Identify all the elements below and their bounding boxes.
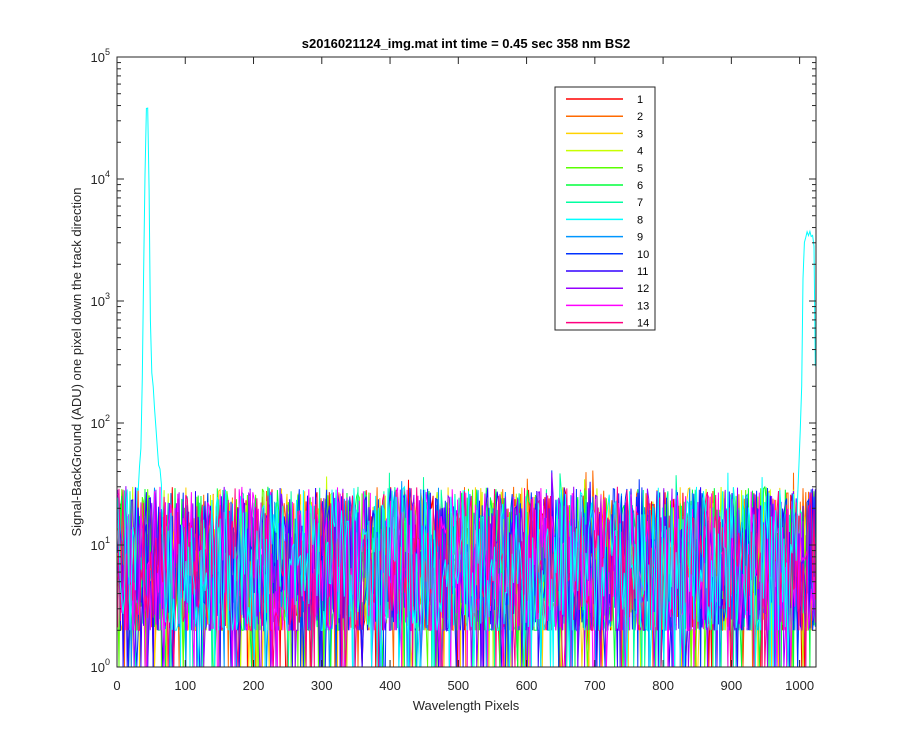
x-tick-label: 700 (584, 678, 606, 693)
legend-label-1: 1 (637, 94, 643, 106)
legend-label-5: 5 (637, 163, 643, 175)
y-tick-label: 105 (91, 47, 110, 65)
chart-title: s2016021124_img.mat int time = 0.45 sec … (302, 36, 630, 51)
x-tick-label: 1000 (785, 678, 814, 693)
legend-box (554, 86, 656, 331)
y-tick-label: 102 (91, 413, 110, 431)
legend-label-12: 12 (637, 283, 649, 295)
x-tick-label: 300 (311, 678, 333, 693)
legend-label-8: 8 (637, 214, 643, 226)
x-tick-label: 100 (174, 678, 196, 693)
legend-label-2: 2 (637, 111, 643, 123)
y-tick-label: 103 (91, 291, 110, 309)
y-axis-label: Signal-BackGround (ADU) one pixel down t… (69, 187, 84, 536)
legend-label-13: 13 (637, 300, 649, 312)
legend-label-7: 7 (637, 197, 643, 209)
series-8-line (117, 107, 816, 667)
legend-label-10: 10 (637, 249, 649, 261)
series-layer (117, 107, 816, 667)
plot-frame (116, 56, 817, 668)
x-tick-label: 0 (113, 678, 120, 693)
x-axis: 0 100 200 300 400 500 600 700 800 900 1000 (113, 57, 814, 693)
legend-label-11: 11 (637, 266, 648, 278)
y-tick-label: 104 (91, 169, 110, 187)
y-tick-label: 100 (91, 657, 110, 675)
legend-label-4: 4 (637, 146, 643, 158)
x-tick-label: 500 (447, 678, 469, 693)
x-axis-label: Wavelength Pixels (413, 698, 520, 713)
legend-label-9: 9 (637, 232, 643, 244)
x-tick-label: 800 (652, 678, 674, 693)
x-tick-label: 600 (516, 678, 538, 693)
x-tick-label: 900 (721, 678, 743, 693)
legend-label-14: 14 (637, 318, 649, 330)
x-tick-label: 200 (243, 678, 265, 693)
legend-label-3: 3 (637, 128, 643, 140)
y-tick-label: 101 (91, 535, 110, 553)
x-tick-label: 400 (379, 678, 401, 693)
legend-label-6: 6 (637, 180, 643, 192)
